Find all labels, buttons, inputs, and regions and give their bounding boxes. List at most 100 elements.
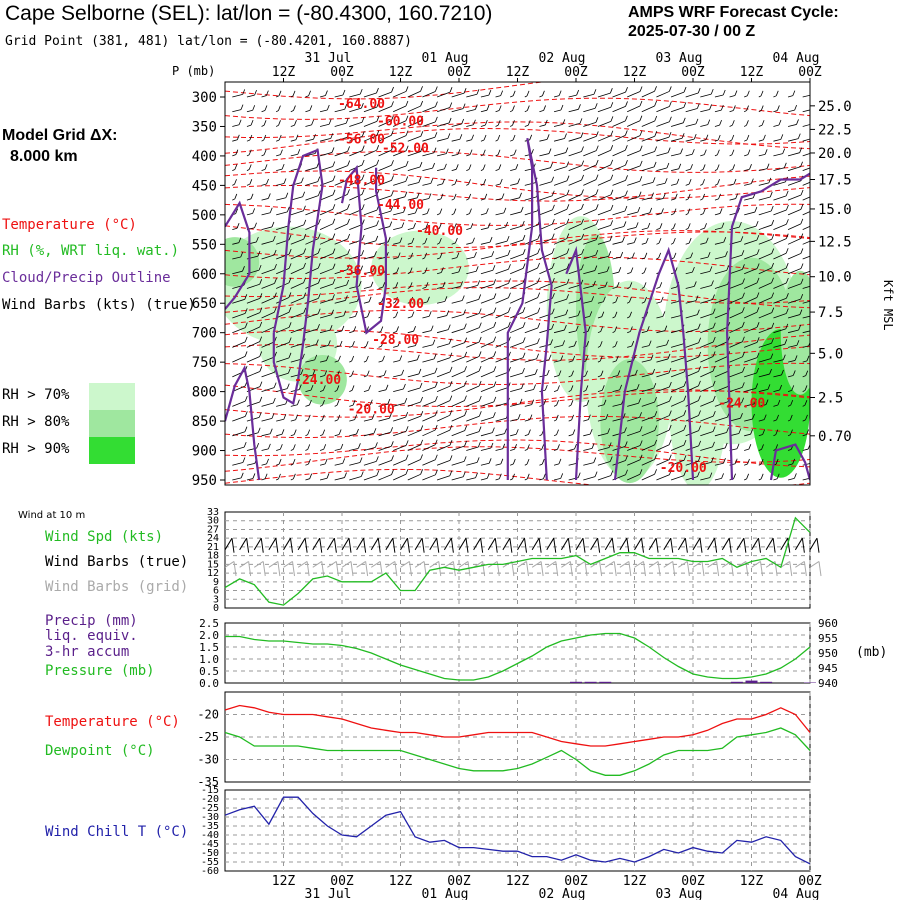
- wind-barb: [583, 117, 599, 127]
- wind-barb: [393, 369, 405, 378]
- wind-barb: [597, 296, 606, 304]
- wind-barb: [232, 308, 248, 319]
- wind-barb: [553, 385, 560, 392]
- wind-barb: [334, 400, 340, 407]
- wind-barb: [539, 219, 555, 230]
- wind-barb: [480, 307, 497, 319]
- precip-legend-line2: liq. equiv.: [45, 628, 138, 644]
- wind-barb-true: [283, 537, 293, 553]
- isotherm-label: -60.00: [377, 115, 424, 130]
- wind-barb: [305, 176, 321, 186]
- wind-barb: [802, 370, 809, 378]
- wind-barb: [802, 429, 809, 437]
- wind-barb: [773, 233, 789, 245]
- wind-barb: [583, 457, 597, 466]
- top-date-label: 04 Aug: [773, 51, 820, 66]
- wind-barb: [656, 252, 662, 260]
- height-tick-label: 0.70: [818, 429, 852, 445]
- wind-barb: [627, 145, 643, 157]
- wind-barb: [436, 410, 453, 422]
- wind-barb: [290, 292, 307, 304]
- wind-barb: [670, 424, 687, 437]
- wind-barb: [656, 208, 664, 216]
- wind-barb: [568, 174, 584, 186]
- wind-barb: [466, 411, 482, 422]
- wind-barb: [758, 458, 764, 466]
- wind-barb: [700, 266, 713, 275]
- wind-barb: [787, 204, 804, 216]
- wind-barb: [246, 351, 263, 363]
- wind-barb: [334, 429, 342, 437]
- wind-barb-grid: [780, 561, 793, 577]
- wind-barb: [480, 251, 495, 260]
- wind-barb: [349, 311, 358, 319]
- wind-barb: [612, 190, 628, 201]
- grid-spacing-label: Model Grid ΔX:: [2, 127, 118, 144]
- wind-barb: [495, 321, 511, 334]
- wind-barb: [744, 398, 757, 407]
- wind-barb: [305, 119, 314, 127]
- wind-barb: [451, 103, 466, 113]
- wind-barb: [349, 117, 365, 127]
- wind-barbs-grid-legend: Wind Barbs (grid): [45, 579, 189, 595]
- wind-barb-grid: [473, 561, 486, 577]
- wind-barb: [261, 120, 267, 127]
- wind-barb: [246, 321, 263, 334]
- wind-barb: [553, 204, 570, 216]
- top-time-tick-label: 00Z: [564, 65, 588, 80]
- wind-barb: [407, 237, 415, 245]
- wind-barb-grid: [385, 561, 398, 577]
- wind-barb: [568, 233, 585, 245]
- wind-barb: [700, 208, 706, 216]
- wind-barb: [744, 90, 750, 98]
- wind-barb-true: [575, 537, 586, 553]
- wind-barb-true: [239, 537, 250, 553]
- wind-barb: [510, 164, 519, 172]
- wind-barb-grid: [531, 561, 544, 577]
- wind-barb: [802, 400, 808, 407]
- wind-barb: [524, 384, 536, 393]
- wind-barb: [656, 237, 662, 245]
- top-time-tick-label: 00Z: [330, 65, 354, 80]
- wind-barb: [495, 134, 501, 142]
- wind-barb: [583, 414, 591, 422]
- wind-barb: [422, 193, 432, 201]
- wind-barb: [773, 262, 789, 275]
- wind-barb: [334, 443, 344, 451]
- wind-barb: [246, 134, 253, 142]
- wind-barb: [334, 279, 350, 289]
- wind-barb: [641, 177, 656, 186]
- wind-barb: [480, 427, 495, 437]
- wind-barb: [436, 424, 453, 437]
- bottom-time-tick-label: 00Z: [330, 874, 354, 889]
- wind-barb: [363, 101, 380, 113]
- wind-barb: [539, 248, 555, 260]
- wind-barb: [729, 351, 745, 363]
- wind-barb: [305, 369, 316, 378]
- precip-ytick-label: 1.5: [199, 641, 219, 654]
- wind-barb: [597, 145, 614, 157]
- wind-barb: [641, 222, 651, 230]
- wind-barb: [466, 208, 472, 216]
- rh90-label: RH > 90%: [2, 441, 70, 457]
- wind-barb: [466, 237, 475, 245]
- wind-ytick-label: 15: [207, 559, 219, 570]
- wind-barb: [451, 237, 458, 245]
- wind-barb: [641, 354, 654, 363]
- wind-barb: [495, 235, 510, 245]
- wind-barb: [305, 399, 312, 407]
- wind-barb: [656, 396, 672, 407]
- wind-barb: [787, 133, 801, 142]
- wind-barb: [685, 410, 701, 422]
- wind-barb: [422, 132, 438, 142]
- wind-barb: [641, 86, 657, 98]
- wind-barb: [319, 204, 336, 216]
- wind-barb: [407, 340, 418, 348]
- wind-barb: [334, 146, 350, 157]
- wind-barb: [714, 208, 723, 216]
- bottom-date-label: 02 Aug: [539, 887, 586, 900]
- wind-barb: [583, 131, 599, 142]
- wind-barb: [276, 120, 281, 127]
- wind-barb: [612, 370, 621, 378]
- wind-barb-true: [794, 537, 805, 553]
